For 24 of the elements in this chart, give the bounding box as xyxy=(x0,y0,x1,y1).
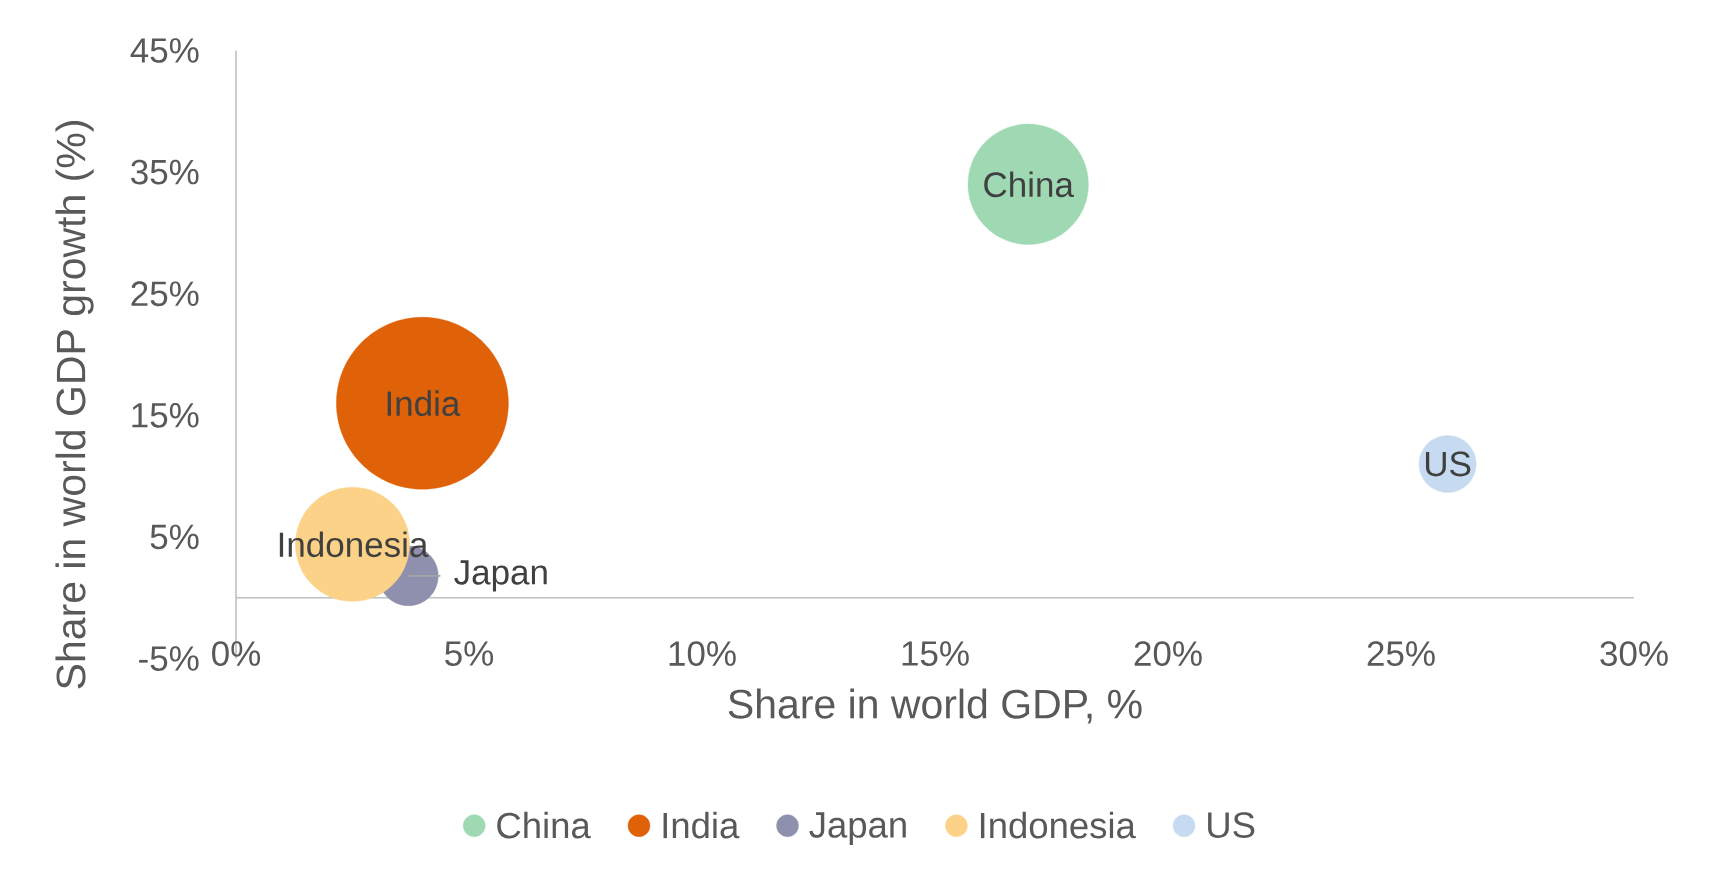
x-axis-title: Share in world GDP, % xyxy=(728,688,1142,724)
x-tick-label: 15% xyxy=(902,641,969,666)
legend-label: US xyxy=(1208,812,1255,838)
legend-label: India xyxy=(663,811,740,839)
y-tick-label: -5% xyxy=(139,646,199,671)
x-tick-label: 20% xyxy=(1134,641,1202,666)
legend-label: Japan xyxy=(454,560,547,592)
x-tick-label: 10% xyxy=(669,641,736,666)
y-tick-label: 5% xyxy=(150,524,199,550)
x-tick-label: 25% xyxy=(1367,641,1435,666)
y-tick-label: 15% xyxy=(132,403,199,428)
y-tick-label: 35% xyxy=(131,159,199,185)
text: Japan xyxy=(809,812,906,846)
legend-label: Indonesia xyxy=(980,811,1136,839)
x-tick-label: 0% xyxy=(212,641,261,666)
y-tick-label: 45% xyxy=(130,38,199,63)
y-axis-title: Share in world GDP growth (%) xyxy=(55,121,94,689)
x-tick-label: 5% xyxy=(445,641,494,666)
x-tick-label: 30% xyxy=(1600,641,1668,666)
y-tick-label: 25% xyxy=(131,281,199,307)
text: US xyxy=(1425,451,1471,477)
text: India xyxy=(387,390,461,417)
legend-label: China xyxy=(497,811,591,839)
text: China xyxy=(984,171,1074,198)
